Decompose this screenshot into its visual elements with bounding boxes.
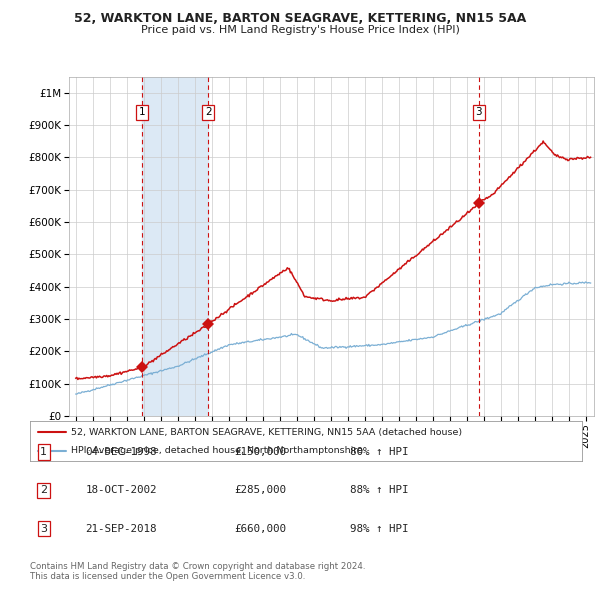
Text: 04-DEC-1998: 04-DEC-1998 [85, 447, 157, 457]
Text: £285,000: £285,000 [234, 486, 286, 495]
Text: 52, WARKTON LANE, BARTON SEAGRAVE, KETTERING, NN15 5AA: 52, WARKTON LANE, BARTON SEAGRAVE, KETTE… [74, 12, 526, 25]
Text: HPI: Average price, detached house, North Northamptonshire: HPI: Average price, detached house, Nort… [71, 446, 363, 455]
Text: 52, WARKTON LANE, BARTON SEAGRAVE, KETTERING, NN15 5AA (detached house): 52, WARKTON LANE, BARTON SEAGRAVE, KETTE… [71, 428, 463, 437]
Text: 3: 3 [475, 107, 482, 117]
Text: 1: 1 [139, 107, 146, 117]
Text: £660,000: £660,000 [234, 524, 286, 533]
Text: 2: 2 [205, 107, 211, 117]
Text: 88% ↑ HPI: 88% ↑ HPI [350, 486, 409, 495]
Text: Contains HM Land Registry data © Crown copyright and database right 2024.
This d: Contains HM Land Registry data © Crown c… [30, 562, 365, 581]
Text: Price paid vs. HM Land Registry's House Price Index (HPI): Price paid vs. HM Land Registry's House … [140, 25, 460, 35]
Text: 18-OCT-2002: 18-OCT-2002 [85, 486, 157, 495]
Text: 80% ↑ HPI: 80% ↑ HPI [350, 447, 409, 457]
Text: 1: 1 [40, 447, 47, 457]
Bar [142, 77, 208, 416]
Text: 21-SEP-2018: 21-SEP-2018 [85, 524, 157, 533]
Text: 2: 2 [40, 486, 47, 495]
Text: £150,000: £150,000 [234, 447, 286, 457]
Text: 98% ↑ HPI: 98% ↑ HPI [350, 524, 409, 533]
Text: 3: 3 [40, 524, 47, 533]
